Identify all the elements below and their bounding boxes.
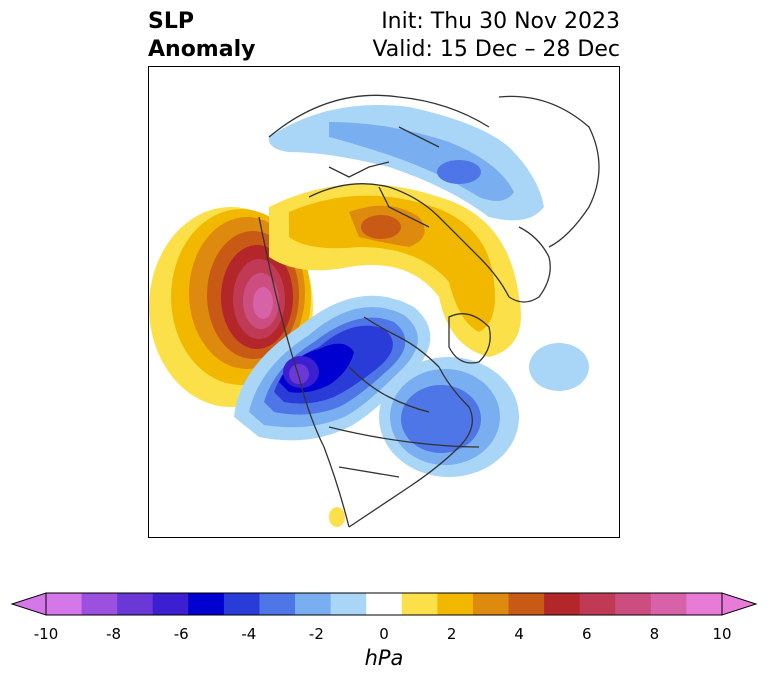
colorbar-tick-label: -6 <box>173 625 189 643</box>
colorbar-segment <box>366 593 403 615</box>
negative-anomaly-europe <box>268 105 544 221</box>
negative-anomaly-hudson-bay-greenland <box>379 357 519 477</box>
colorbar-segment <box>650 593 687 615</box>
colorbar-tick-label: -10 <box>33 625 59 643</box>
map-dates: Init: Thu 30 Nov 2023 Valid: 15 Dec – 28… <box>372 8 620 64</box>
title-line-2: Anomaly <box>148 37 256 62</box>
anomaly-map-canvas <box>149 94 600 528</box>
colorbar-segment <box>295 593 332 615</box>
colorbar-tick-label: -4 <box>241 625 257 643</box>
colorbar-segment <box>401 593 438 615</box>
colorbar-segment <box>46 593 83 615</box>
colorbar-segment <box>330 593 367 615</box>
colorbar-unit: hPa <box>364 646 404 670</box>
coastlines <box>258 94 600 528</box>
colorbar-tick-label: 6 <box>582 625 592 643</box>
positive-anomaly-mexico <box>329 507 345 527</box>
colorbar-segment <box>472 593 510 615</box>
colorbar-segment <box>508 593 545 615</box>
colorbar-segment <box>615 593 652 615</box>
colorbar-tick-label: -2 <box>308 625 324 643</box>
colorbar-segment <box>259 593 296 615</box>
colorbar-segment <box>686 593 723 615</box>
colorbar-tick-label: 0 <box>379 625 389 643</box>
colorbar-tick-label: 2 <box>446 625 457 643</box>
valid-range: Valid: 15 Dec – 28 Dec <box>372 37 620 62</box>
colorbar-segment <box>188 593 225 615</box>
colorbar-tick-label: 10 <box>712 625 732 643</box>
colorbar-tick-label: 4 <box>514 625 524 643</box>
colorbar-tick-label: -8 <box>106 625 122 643</box>
colorbar-segment <box>579 593 616 615</box>
anomaly-map <box>148 66 620 538</box>
colorbar-segment <box>81 593 118 615</box>
colorbar-extend-high <box>721 592 758 616</box>
colorbar-segment <box>152 593 189 615</box>
colorbar-extend-low <box>10 592 47 616</box>
title-line-1: SLP <box>148 9 194 34</box>
colorbar-border <box>45 592 723 616</box>
colorbar-segment <box>544 593 581 615</box>
colorbar <box>10 592 758 616</box>
map-title: SLP Anomaly <box>148 8 255 64</box>
negative-anomaly-western-canada <box>234 295 431 441</box>
colorbar-tick-label: 8 <box>649 625 660 643</box>
colorbar-segment <box>223 593 260 615</box>
init-date: Init: Thu 30 Nov 2023 <box>381 9 620 34</box>
colorbar-segment <box>437 593 474 615</box>
colorbar-segment <box>117 593 154 615</box>
negative-anomaly-atlantic <box>529 343 589 391</box>
